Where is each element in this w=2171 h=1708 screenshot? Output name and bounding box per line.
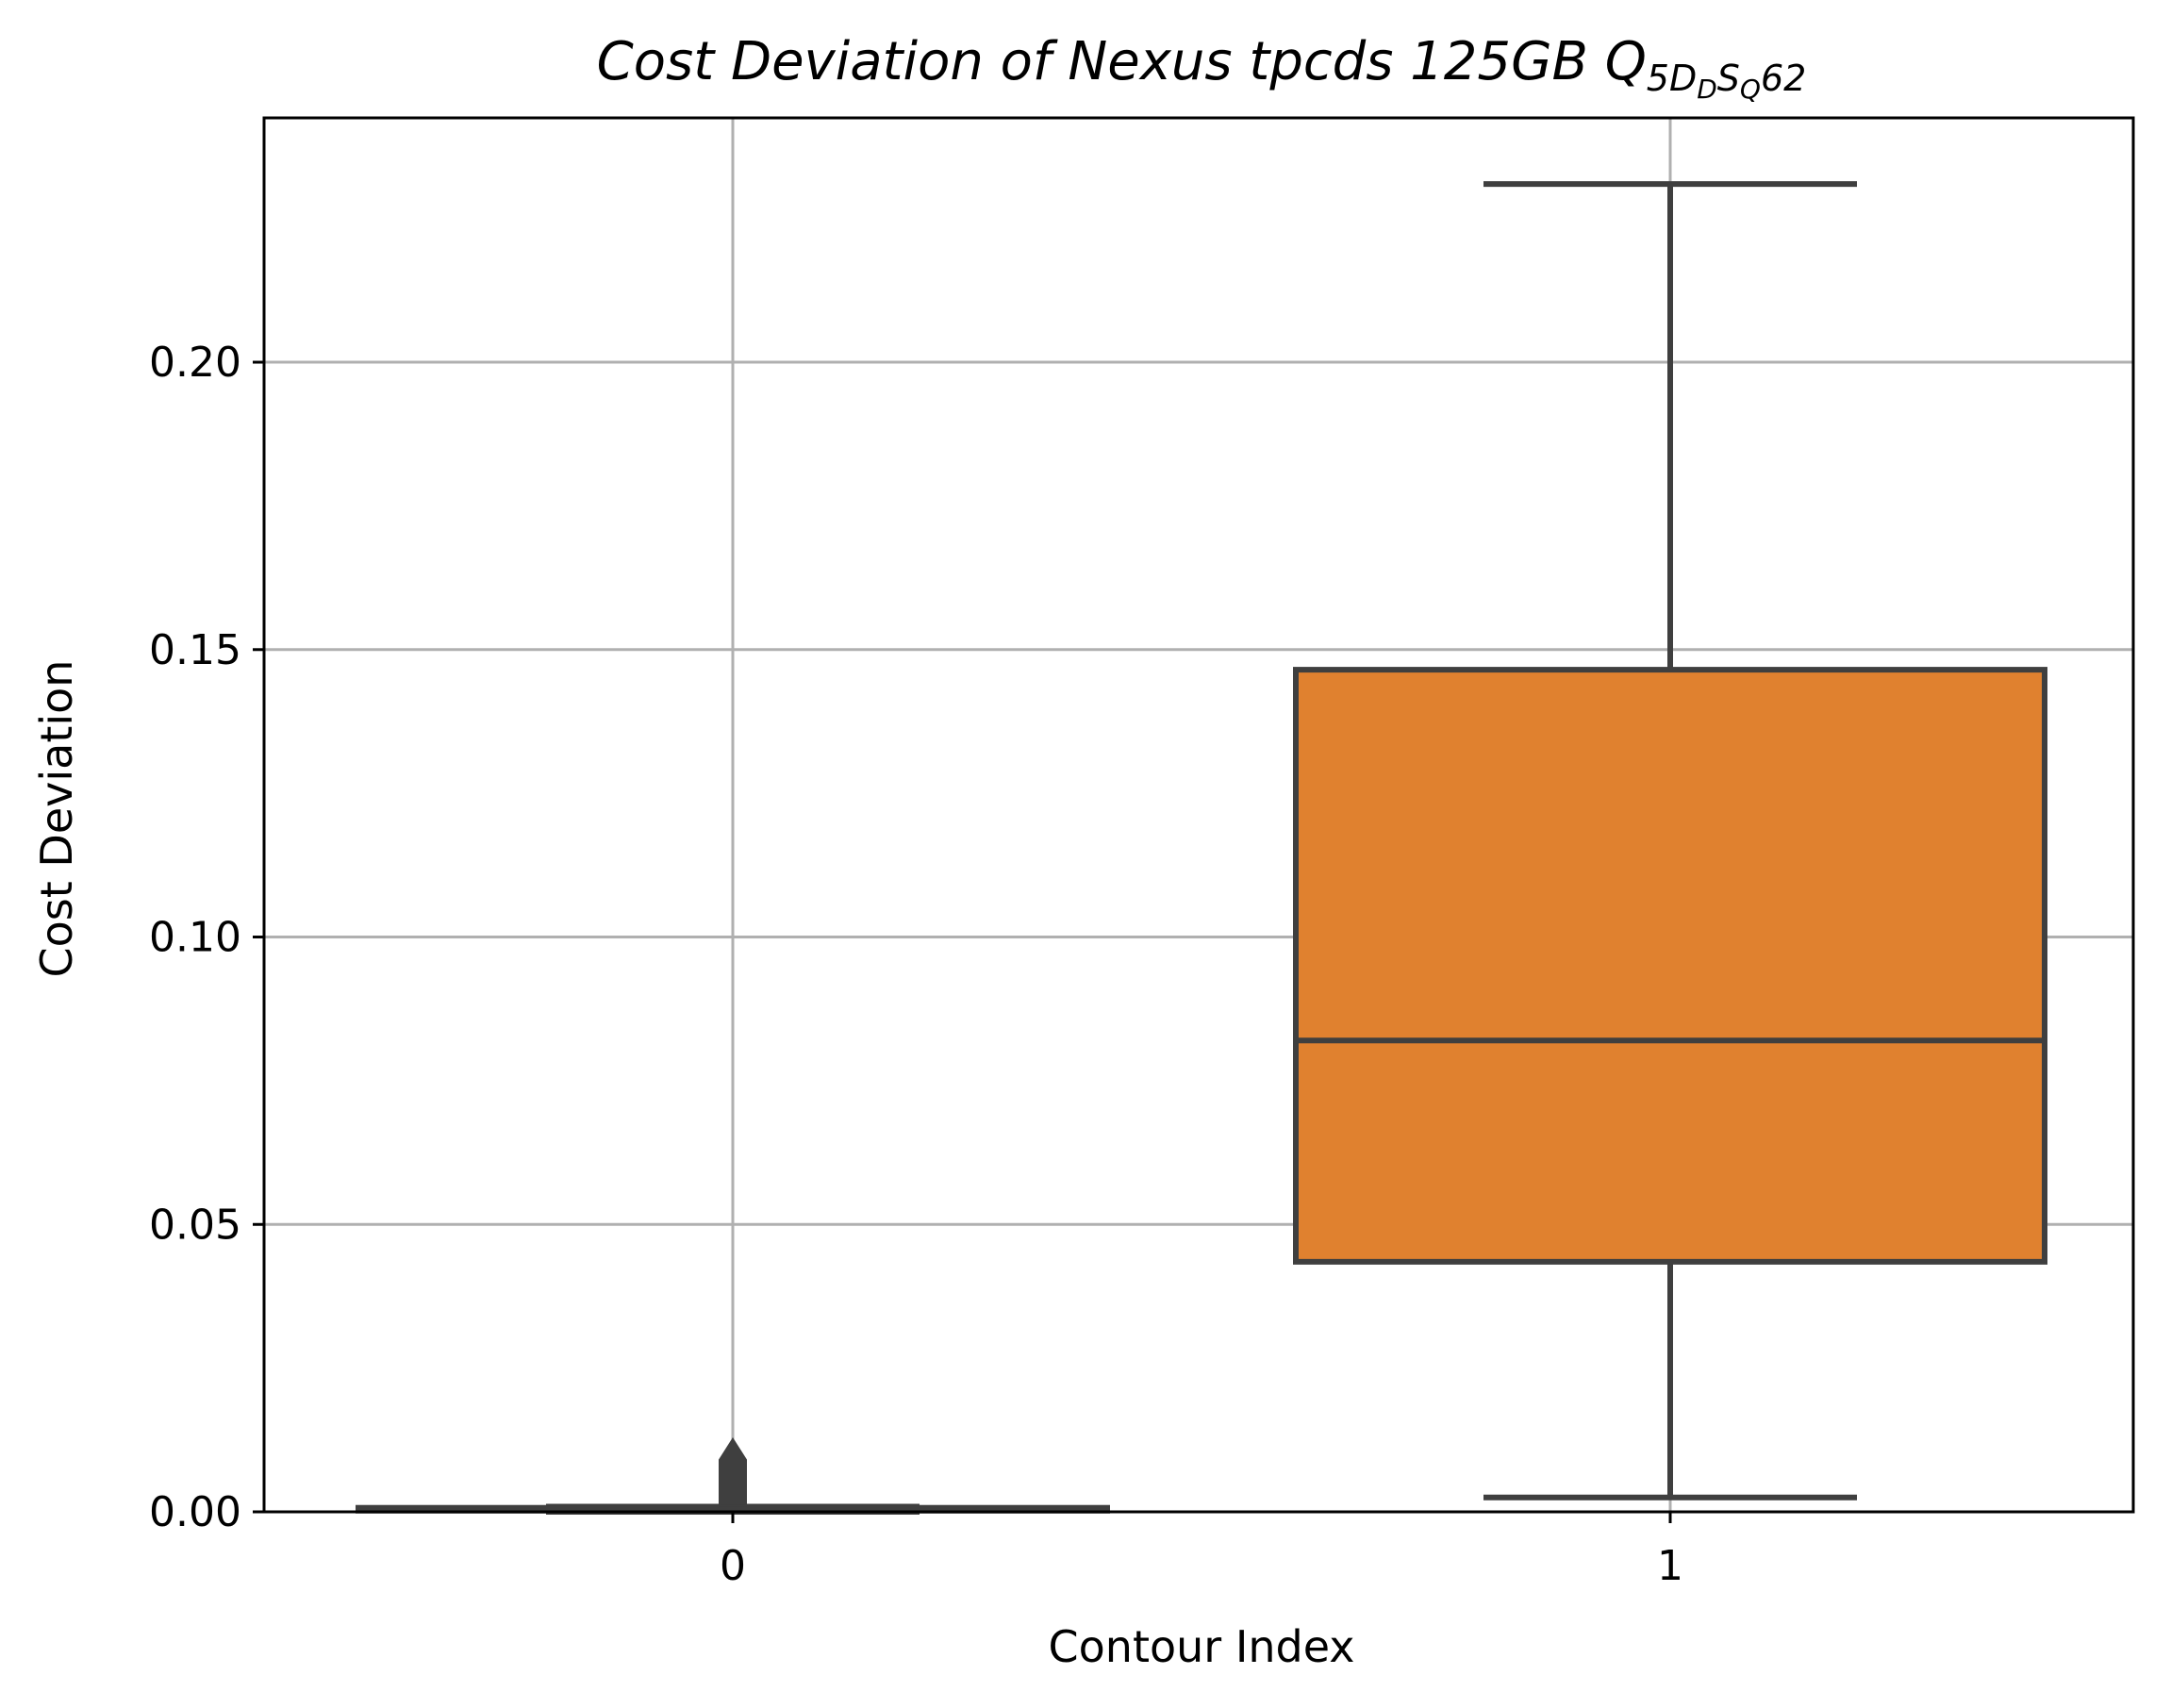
x-tick-label: 1: [1657, 1542, 1683, 1590]
box-0: [356, 1436, 1110, 1515]
y-tick-label: 0.20: [149, 339, 241, 387]
box-1: [1293, 181, 2047, 1501]
y-tick-label: 0.05: [149, 1201, 241, 1249]
x-axis-label: Contour Index: [1049, 1621, 1355, 1672]
box-iqr: [1293, 667, 2047, 1265]
outlier-markers: [719, 1436, 747, 1507]
y-tick-label: 0.00: [149, 1488, 241, 1536]
chart-title: Cost Deviation of Nexus tpcds 125GB Q5DD…: [597, 31, 1807, 105]
y-tick-label: 0.10: [149, 914, 241, 962]
plot-area-frame: [262, 116, 2135, 1514]
x-tick-label: 0: [720, 1542, 746, 1590]
y-tick-label: 0.15: [149, 626, 241, 674]
axis-ticks: 0.00 0.05 0.10 0.15 0.20 0 1: [149, 339, 1683, 1590]
box-series: [356, 181, 2047, 1515]
y-axis-label: Cost Deviation: [31, 660, 82, 978]
